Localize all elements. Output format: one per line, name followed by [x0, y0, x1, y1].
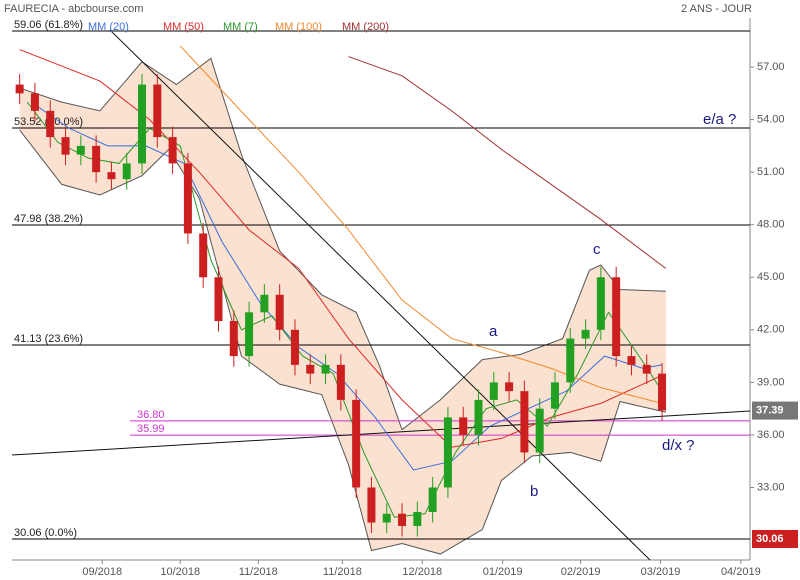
x-tick-label: 11/2018 [239, 566, 278, 578]
x-tick-label: 04/2019 [721, 566, 761, 578]
candle-body [76, 145, 85, 155]
candle-body [245, 312, 254, 357]
trend-line [109, 29, 651, 561]
candle-body [367, 487, 376, 523]
candle-body [168, 137, 177, 164]
candle-body [535, 408, 544, 453]
annotation: e/a ? [703, 111, 736, 128]
level-label: 41.13 (23.6%) [14, 333, 83, 345]
support-label: 36.80 [137, 409, 165, 421]
y-tick-label: 45.00 [757, 271, 785, 283]
candle-body [15, 84, 24, 94]
candle-body [138, 84, 147, 164]
candle-body [581, 329, 590, 339]
y-tick-label: 42.00 [757, 324, 785, 336]
chart-subtitle: 2 ANS - JOUR [681, 3, 752, 15]
candle-body [183, 163, 192, 234]
candle-body [92, 145, 101, 173]
candle-body [275, 294, 284, 330]
candle-body [428, 487, 437, 513]
candle-body [642, 364, 651, 374]
candle-body [489, 382, 498, 400]
candle-body [122, 163, 131, 180]
moving-average [19, 49, 663, 448]
candle-body [566, 338, 575, 383]
candle-body [61, 137, 70, 155]
candle-body [658, 373, 667, 411]
x-tick-label: 09/2018 [82, 566, 122, 578]
legend-item: MM (7) [223, 21, 258, 33]
trend-line [11, 410, 751, 456]
band-fill [19, 58, 666, 555]
annotation: b [530, 483, 538, 500]
candle-body [382, 513, 391, 523]
y-tick-label: 33.00 [757, 481, 785, 493]
candle-body [474, 399, 483, 435]
low-price: 30.06 [756, 533, 784, 545]
legend-item: MM (100) [275, 21, 322, 33]
y-tick-label: 39.00 [757, 376, 785, 388]
x-tick-label: 01/2019 [483, 566, 523, 578]
x-tick-label: 02/2019 [561, 566, 601, 578]
candle-body [107, 172, 116, 180]
candle-body [321, 364, 330, 374]
band-upper [19, 57, 666, 431]
candle-body [214, 277, 223, 322]
y-tick-label: 54.00 [757, 114, 785, 126]
candle-body [398, 513, 407, 527]
legend-item: MM (20) [88, 21, 129, 33]
moving-average [26, 101, 663, 518]
candle-body [550, 382, 559, 409]
level-label: 47.98 (38.2%) [14, 213, 83, 225]
band-lower [19, 129, 666, 555]
candle-body [505, 382, 514, 392]
candle-body [413, 512, 422, 527]
chart-title: FAURECIA - abcbourse.com [4, 3, 143, 15]
candle-body [627, 356, 636, 365]
annotation: a [489, 323, 498, 340]
y-tick-label: 57.00 [757, 61, 785, 73]
candle-body [443, 417, 452, 488]
candle-body [306, 364, 315, 374]
candle-body [596, 277, 605, 330]
candle-body [30, 93, 39, 111]
annotation: c [593, 241, 601, 258]
candle-body [612, 277, 621, 357]
x-tick-label: 10/2018 [160, 566, 200, 578]
legend-item: MM (200) [342, 21, 389, 33]
candle-body [199, 233, 208, 278]
last-price: 37.39 [756, 404, 784, 416]
low-price-box [752, 529, 798, 548]
y-tick-label: 36.00 [757, 429, 785, 441]
candle-body [459, 417, 468, 435]
candle-body [352, 399, 361, 488]
x-tick-label: 03/2019 [641, 566, 681, 578]
y-tick-label: 48.00 [757, 219, 785, 231]
candle-body [229, 321, 238, 357]
level-label: 59.06 (61.8%) [14, 19, 83, 31]
annotation: d/x ? [662, 437, 695, 454]
x-tick-label: 12/2018 [402, 566, 442, 578]
candle-body [153, 84, 162, 138]
last-price-box [752, 401, 798, 420]
candle-body [290, 329, 299, 365]
legend-item: MM (50) [163, 21, 204, 33]
candle-body [260, 294, 269, 313]
moving-average [348, 56, 667, 269]
candle-body [520, 391, 529, 453]
x-tick-label: 11/2018 [323, 566, 362, 578]
candle-body [46, 110, 55, 138]
moving-average [179, 45, 663, 404]
support-label: 35.99 [137, 423, 165, 435]
level-label: 30.06 (0.0%) [14, 527, 77, 539]
candle-body [336, 364, 345, 400]
y-tick-label: 51.00 [757, 166, 785, 178]
